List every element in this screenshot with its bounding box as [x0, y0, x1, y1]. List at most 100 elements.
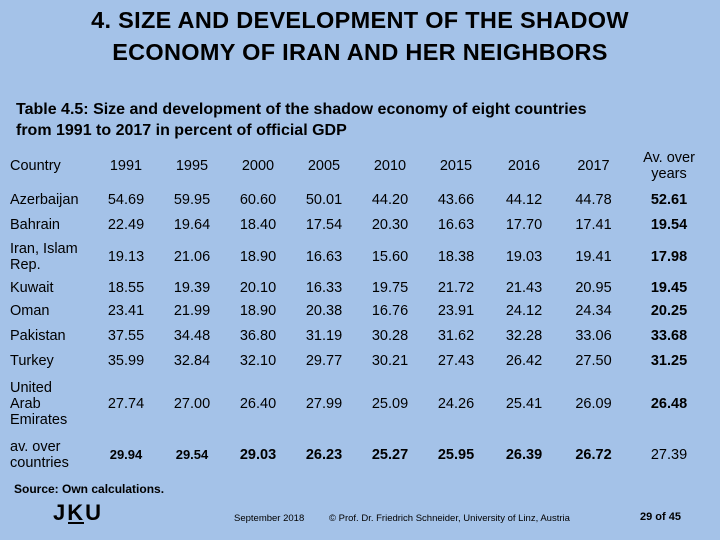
table-cell: 27.74: [107, 395, 145, 412]
table-cell: 35.99: [107, 353, 145, 369]
source-note: Source: Own calculations.: [14, 482, 165, 496]
table-cell: 37.55: [107, 328, 145, 344]
table-cell: 16.63: [437, 217, 475, 233]
table-cell: 21.99: [173, 303, 211, 319]
slide-title: 4. SIZE AND DEVELOPMENT OF THE SHADOW EC…: [0, 4, 720, 68]
header-row: Country 1991 1995 2000 2005 2010 2015 2016 2017 A…: [7, 145, 710, 187]
average-cell: 27.39: [650, 447, 688, 463]
table-cell: 17.41: [575, 217, 612, 233]
table-row: Oman 23.41 21.99 18.90 20.38 16.76 23.91 24.12 2…: [7, 299, 710, 323]
footer-copyright: © Prof. Dr. Friedrich Schneider, Univers…: [329, 513, 570, 524]
table-cell: 18.55: [107, 280, 145, 296]
country-name: United Arab Emirates: [7, 373, 93, 434]
average-over-countries-row: av. over countries 29.94 29.54 29.03 26.23 25.…: [7, 434, 710, 476]
country-name-line: Arab: [10, 395, 41, 412]
country-name-line: Kuwait: [10, 280, 54, 296]
table-cell: 25.09: [371, 395, 409, 412]
table-cell: 29.77: [305, 353, 343, 369]
table-row: Turkey 35.99 32.84 32.10 29.77 30.21 27.43 26.4…: [7, 349, 710, 373]
table-cell: 31.62: [437, 328, 475, 344]
table-cell: 19.75: [371, 280, 409, 296]
table-cell: 26.42: [505, 353, 543, 369]
table-cell: 24.26: [437, 395, 475, 412]
country-name: av. over countries: [7, 434, 93, 476]
average-cell: 31.25: [650, 353, 688, 369]
table-cell: 22.49: [107, 217, 145, 233]
table-cell: 44.78: [575, 192, 612, 208]
table-cell: 19.39: [173, 280, 211, 296]
table-caption-line-2: from 1991 to 2017 in percent of official…: [16, 122, 347, 139]
table-row: Pakistan 37.55 34.48 36.80 31.19 30.28 31.62 32…: [7, 323, 710, 349]
table-cell: 17.70: [505, 217, 543, 233]
table-cell: 19.64: [173, 217, 211, 233]
average-cell: 52.61: [650, 192, 688, 208]
jku-logo: JKU: [53, 500, 104, 525]
table-cell: 27.00: [173, 395, 211, 412]
country-name-line: Emirates: [10, 411, 68, 428]
column-header-country: Country: [10, 158, 61, 174]
table-cell: 24.12: [505, 303, 543, 319]
table-cell: 26.39: [505, 447, 543, 463]
country-name: Oman: [7, 299, 93, 323]
table-cell: 19.03: [505, 249, 543, 265]
column-header-year: 1995: [175, 158, 209, 174]
table-cell: 32.10: [239, 353, 277, 369]
table-cell: 20.10: [239, 280, 277, 296]
country-name: Azerbaijan: [7, 187, 93, 213]
table-cell: 21.72: [437, 280, 475, 296]
column-header-year: 2005: [307, 158, 341, 174]
table-cell: 21.06: [173, 249, 211, 265]
table-cell: 25.41: [505, 395, 543, 412]
table-cell: 30.28: [371, 328, 409, 344]
average-cell: 20.25: [650, 303, 688, 319]
country-name-line: Iran, Islam: [10, 241, 78, 257]
table-cell: 50.01: [305, 192, 343, 208]
table-cell: 18.40: [239, 217, 277, 233]
column-header-year: 2015: [439, 158, 473, 174]
table-cell: 29.94: [109, 447, 143, 462]
table-cell: 18.38: [437, 249, 475, 265]
country-name-line: Azerbaijan: [10, 192, 79, 208]
table-caption-line-1: Table 4.5: Size and development of the s…: [16, 101, 587, 118]
column-header-year: 2017: [577, 158, 610, 174]
table-cell: 44.20: [371, 192, 409, 208]
table-cell: 29.54: [175, 447, 209, 462]
table-cell: 20.95: [575, 280, 612, 296]
country-name: Kuwait: [7, 277, 93, 299]
table-caption: Table 4.5: Size and development of the s…: [16, 99, 706, 141]
country-name-line: countries: [10, 455, 69, 471]
table-cell: 30.21: [371, 353, 409, 369]
column-header-year: 2010: [373, 158, 407, 174]
table-cell: 31.19: [305, 328, 343, 344]
table-cell: 16.33: [305, 280, 343, 296]
table-row: United Arab Emirates 27.74 27.00 26.40 27.99 25…: [7, 373, 710, 434]
table-cell: 43.66: [437, 192, 475, 208]
table-cell: 32.28: [505, 328, 543, 344]
table-cell: 25.95: [437, 447, 475, 463]
country-name-line: Bahrain: [10, 217, 60, 233]
table-cell: 20.38: [305, 303, 343, 319]
table-cell: 26.23: [305, 447, 343, 463]
column-header-average-line: years: [651, 166, 687, 182]
average-cell: 19.45: [650, 280, 688, 296]
country-name-line: Turkey: [10, 353, 54, 369]
table-cell: 20.30: [371, 217, 409, 233]
table-cell: 26.72: [575, 447, 612, 463]
column-header-year: 2016: [507, 158, 541, 174]
table-cell: 16.63: [305, 249, 343, 265]
table-cell: 36.80: [239, 328, 277, 344]
table-cell: 15.60: [371, 249, 409, 265]
average-cell: 33.68: [650, 328, 688, 344]
table-cell: 19.13: [107, 249, 145, 265]
shadow-economy-table: Country 1991 1995 2000 2005 2010 2015 2016 2017 A…: [7, 145, 710, 476]
country-name: Iran, Islam Rep.: [7, 237, 93, 277]
table-row: Azerbaijan 54.69 59.95 60.60 50.01 44.20 43.66…: [7, 187, 710, 213]
column-header-year: 1991: [109, 158, 143, 174]
page-number: 29 of 45: [640, 511, 681, 523]
table-cell: 32.84: [173, 353, 211, 369]
country-name: Pakistan: [7, 323, 93, 349]
country-name: Turkey: [7, 349, 93, 373]
table-cell: 24.34: [575, 303, 612, 319]
footer-date: September 2018: [234, 513, 305, 524]
country-name-line: Pakistan: [10, 328, 66, 344]
